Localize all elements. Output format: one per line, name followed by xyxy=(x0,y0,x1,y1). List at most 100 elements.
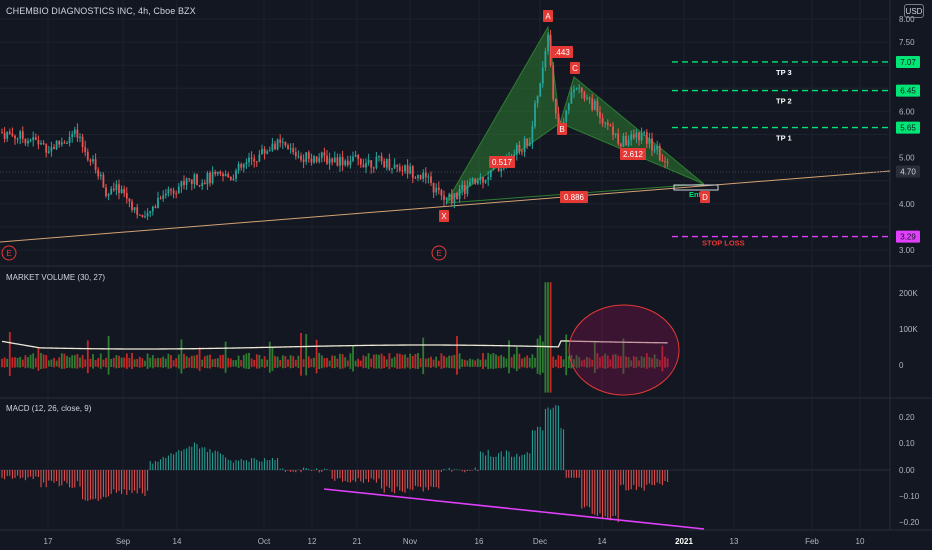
volume-bar xyxy=(552,356,555,368)
volume-indicator-title[interactable]: MARKET VOLUME (30, 27) xyxy=(6,273,105,282)
support-trendline[interactable] xyxy=(0,170,891,243)
volume-bar xyxy=(599,357,601,368)
volume-bar xyxy=(339,353,341,369)
candle-body xyxy=(378,155,380,157)
price-axis[interactable]: 8.00 7.50 6.00 5.00 4.00 3.00 xyxy=(899,15,915,255)
volume-bar xyxy=(146,353,149,369)
level-label: TP 3 xyxy=(776,68,792,77)
candle-body xyxy=(541,67,544,84)
volume-bar xyxy=(609,359,612,367)
volume-bar xyxy=(391,358,393,368)
candle-body xyxy=(253,158,256,162)
volume-bar xyxy=(539,335,542,375)
time-tick-label: 12 xyxy=(308,537,317,546)
macd-pane[interactable] xyxy=(0,405,890,530)
volume-bar xyxy=(357,358,360,368)
candle-body xyxy=(367,160,370,163)
candle-body xyxy=(523,138,526,153)
candle-body xyxy=(198,185,201,187)
volume-bar xyxy=(323,357,326,368)
volume-bar xyxy=(105,357,107,368)
volume-bar xyxy=(97,358,100,368)
price-tick-label: 5.00 xyxy=(899,154,915,163)
entry-zone-box[interactable] xyxy=(673,184,719,191)
candle-body xyxy=(40,143,42,145)
candle-body xyxy=(341,156,344,166)
volume-bar xyxy=(375,354,378,369)
candle-body xyxy=(131,201,133,211)
candle-body xyxy=(203,182,206,185)
volume-bar xyxy=(289,355,292,369)
candle-body xyxy=(318,157,321,162)
volume-bar xyxy=(159,358,162,368)
candle-body xyxy=(292,148,295,153)
candle-body xyxy=(432,182,435,193)
volume-tick-label: 100K xyxy=(899,325,918,334)
volume-bar xyxy=(393,356,396,368)
volume-bar xyxy=(541,341,544,373)
time-axis[interactable]: 17 Sep 14 Oct 12 21 Nov 16 Dec 14 2021 13 Feb 10 xyxy=(44,537,865,546)
candle-body xyxy=(248,157,250,163)
candle-body xyxy=(515,145,518,155)
macd-divergence-line[interactable] xyxy=(323,488,705,530)
level-label: TP 2 xyxy=(776,97,792,106)
volume-bar xyxy=(570,354,573,369)
volume-bar xyxy=(549,282,552,393)
volume-bar xyxy=(617,355,620,369)
volume-bar xyxy=(385,359,388,367)
volume-bar xyxy=(508,340,510,374)
volume-pane[interactable] xyxy=(1,282,680,396)
volume-bar xyxy=(250,358,253,368)
volume-bar xyxy=(151,355,154,369)
price-badge xyxy=(896,121,920,134)
volume-bar xyxy=(118,355,120,369)
volume-bar xyxy=(362,355,365,369)
volume-bar xyxy=(593,340,596,374)
volume-bars xyxy=(1,282,669,393)
candle-body xyxy=(172,190,175,194)
candle-body xyxy=(409,166,412,174)
time-tick-label: 14 xyxy=(598,537,607,546)
candlestick-series[interactable] xyxy=(1,29,669,221)
volume-bar xyxy=(333,355,336,369)
volume-bar xyxy=(107,335,110,375)
symbol-title[interactable]: CHEMBIO DIAGNOSTICS INC, 4h, Cboe BZX xyxy=(6,6,196,16)
volume-bar xyxy=(346,360,349,367)
candle-body xyxy=(391,168,393,170)
volume-bar xyxy=(66,355,68,369)
volume-bar xyxy=(281,355,284,369)
volume-bar xyxy=(235,360,237,367)
volume-bar xyxy=(144,360,146,367)
volume-bar xyxy=(34,358,37,368)
candle-body xyxy=(549,34,552,66)
candle-body xyxy=(89,159,92,162)
volume-bar xyxy=(422,337,425,375)
candle-body xyxy=(471,178,474,182)
candle-body xyxy=(320,152,323,158)
volume-bar xyxy=(562,359,565,367)
time-tick-label: 13 xyxy=(730,537,739,546)
price-pane[interactable]: TP 3 TP 2 TP 1 STOP LOSS Entry X A B C D 0.517.… xyxy=(0,10,891,261)
candle-body xyxy=(622,136,625,147)
volume-bar xyxy=(531,354,534,369)
candle-body xyxy=(474,178,477,184)
volume-bar xyxy=(638,360,640,367)
candle-body xyxy=(544,51,547,68)
volume-axis: 200K 100K 0 xyxy=(899,289,918,370)
candle-body xyxy=(154,206,157,208)
target-levels[interactable]: TP 3 TP 2 TP 1 STOP LOSS xyxy=(672,61,890,248)
volume-highlight-ellipse[interactable] xyxy=(568,304,680,396)
volume-bar xyxy=(180,339,183,374)
volume-bar xyxy=(307,356,310,368)
candle-body xyxy=(328,158,331,164)
candle-body xyxy=(211,172,214,184)
candle-body xyxy=(297,155,300,157)
currency-badge[interactable]: USD xyxy=(904,4,924,18)
candle-body xyxy=(593,100,596,110)
pattern-point-label: B xyxy=(559,125,564,134)
volume-bar xyxy=(497,356,500,368)
candle-body xyxy=(71,133,74,137)
candle-body xyxy=(128,198,131,202)
macd-indicator-title[interactable]: MACD (12, 26, close, 9) xyxy=(6,404,92,413)
